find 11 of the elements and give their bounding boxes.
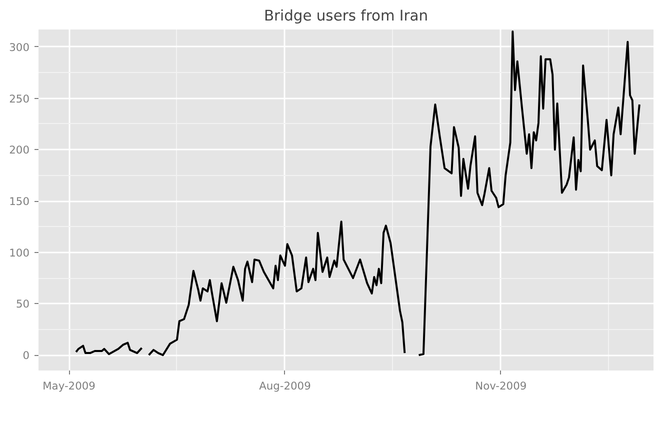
y-tick-label: 150 [9,195,30,208]
y-tick-label: 200 [9,144,30,157]
chart-title: Bridge users from Iran [264,8,428,24]
y-tick-label: 50 [16,298,30,311]
y-tick-label: 250 [9,92,30,106]
x-tick-label: May-2009 [42,380,96,392]
y-tick-label: 0 [22,349,30,362]
x-tick-label: Aug-2009 [259,380,312,392]
x-tick-label: Nov-2009 [475,380,527,392]
y-tick-label: 300 [9,40,30,54]
y-tick-label: 100 [9,246,30,260]
